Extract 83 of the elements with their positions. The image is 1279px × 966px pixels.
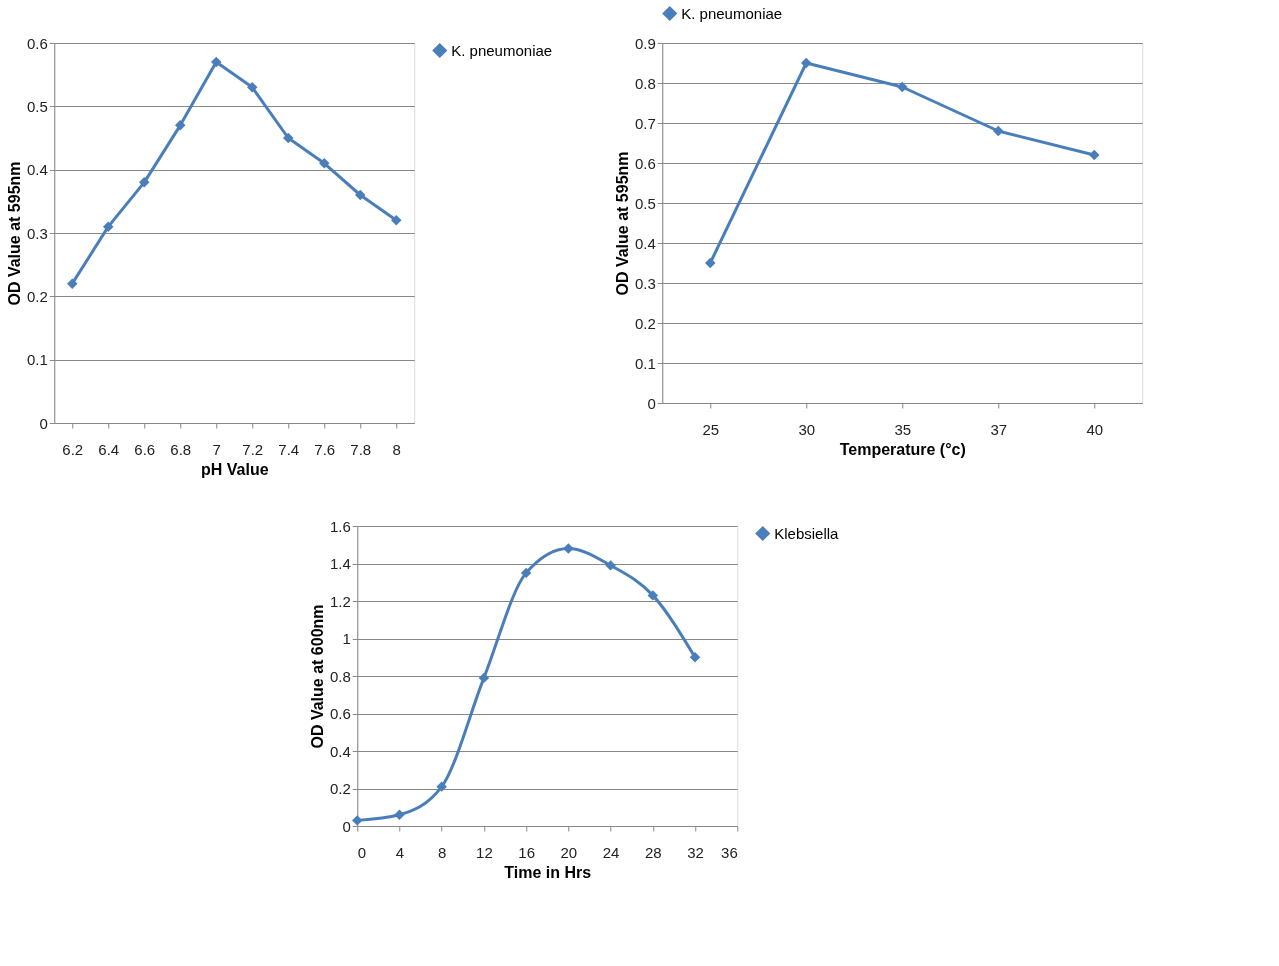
legend-label: K. pneumoniae: [681, 4, 783, 22]
x-axis-title: Time in Hrs: [504, 863, 592, 881]
x-tick-label: 7: [212, 440, 221, 458]
x-tick-label: 0: [357, 843, 367, 861]
y-tick-label: 0.9: [634, 34, 656, 52]
point: [319, 158, 330, 169]
y-tick-label: 1.4: [329, 555, 351, 572]
point: [394, 809, 405, 820]
y-tick-label: 0.1: [26, 351, 48, 369]
x-tick-label: 6.2: [62, 440, 84, 458]
point: [436, 781, 447, 792]
x-tick-label: 4: [395, 843, 405, 861]
y-tick-label: 1.2: [329, 592, 351, 610]
point: [283, 132, 294, 144]
y-tick-label: 0.7: [634, 114, 656, 132]
point: [689, 652, 701, 663]
x-tick-label: 7.6: [314, 440, 336, 458]
point: [67, 278, 78, 289]
point: [647, 590, 659, 601]
point: [355, 189, 366, 201]
y-tick-label: 0.3: [26, 224, 48, 242]
y-tick-label: 0.6: [26, 34, 48, 52]
point: [897, 81, 908, 93]
point: [139, 177, 150, 188]
y-tick-label: 1.6: [329, 517, 351, 535]
y-tick-label: 0.2: [329, 780, 351, 797]
x-axis-title: pH Value: [200, 460, 269, 478]
y-tick-label: 0.5: [634, 194, 656, 212]
point: [478, 672, 490, 684]
point: [801, 57, 812, 69]
point: [1089, 149, 1100, 161]
x-tick-label: 6.4: [98, 440, 120, 458]
x-tick-label: 20: [560, 843, 578, 861]
y-tick-label: 0: [342, 817, 351, 835]
point: [605, 560, 616, 571]
point: [352, 815, 363, 826]
legend-label: Klebsiella: [774, 524, 840, 542]
y-tick-label: 0.2: [634, 314, 656, 332]
x-tick-label: 7.8: [350, 440, 372, 458]
x-tick-label: 8: [438, 843, 447, 861]
y-axis-title: OD Value at 595nm: [5, 161, 23, 306]
y-tick-label: 0.1: [634, 354, 656, 372]
y-tick-label: 0: [647, 394, 656, 412]
x-tick-label: 36: [721, 843, 738, 861]
x-tick-label: 6.6: [134, 440, 156, 458]
point: [705, 257, 716, 269]
legend-label: K. pneumoniae: [451, 41, 553, 59]
y-tick-label: 0.4: [634, 234, 656, 252]
y-tick-label: 0.8: [329, 667, 351, 685]
y-tick-label: 0.6: [329, 705, 351, 722]
x-tick-label: 16: [518, 843, 535, 861]
y-tick-label: 0.4: [26, 161, 48, 179]
x-tick-label: 7.4: [278, 440, 300, 458]
x-tick-label: 32: [687, 843, 704, 861]
point: [391, 215, 402, 226]
y-tick-label: 0.2: [26, 287, 48, 305]
y-tick-label: 0.8: [634, 74, 656, 92]
x-tick-label: 6.8: [170, 440, 192, 458]
y-axis-title: OD Value at 600nm: [308, 604, 326, 749]
y-tick-label: 0.6: [634, 154, 656, 172]
point: [520, 567, 532, 579]
point: [103, 221, 114, 232]
y-axis-title: OD Value at 595nm: [613, 151, 631, 296]
x-tick-label: 30: [798, 420, 816, 438]
x-tick-label: 37: [990, 420, 1008, 438]
x-tick-label: 28: [644, 843, 662, 861]
x-axis-title: Temperature (°c): [839, 440, 966, 458]
x-tick-label: 24: [602, 843, 620, 861]
point: [175, 120, 186, 131]
point: [993, 125, 1004, 137]
x-tick-label: 8: [392, 440, 401, 458]
y-tick-label: 0.5: [26, 97, 48, 115]
y-tick-label: 0.3: [634, 274, 656, 292]
y-tick-label: 0.4: [329, 742, 351, 760]
x-tick-label: 35: [894, 420, 912, 438]
point: [211, 56, 222, 68]
x-tick-label: 7.2: [242, 440, 264, 458]
x-tick-label: 40: [1086, 420, 1104, 438]
y-tick-label: 1: [342, 630, 351, 647]
point: [563, 543, 574, 554]
x-tick-label: 25: [702, 420, 720, 438]
x-tick-label: 12: [476, 843, 493, 861]
point: [247, 82, 258, 93]
